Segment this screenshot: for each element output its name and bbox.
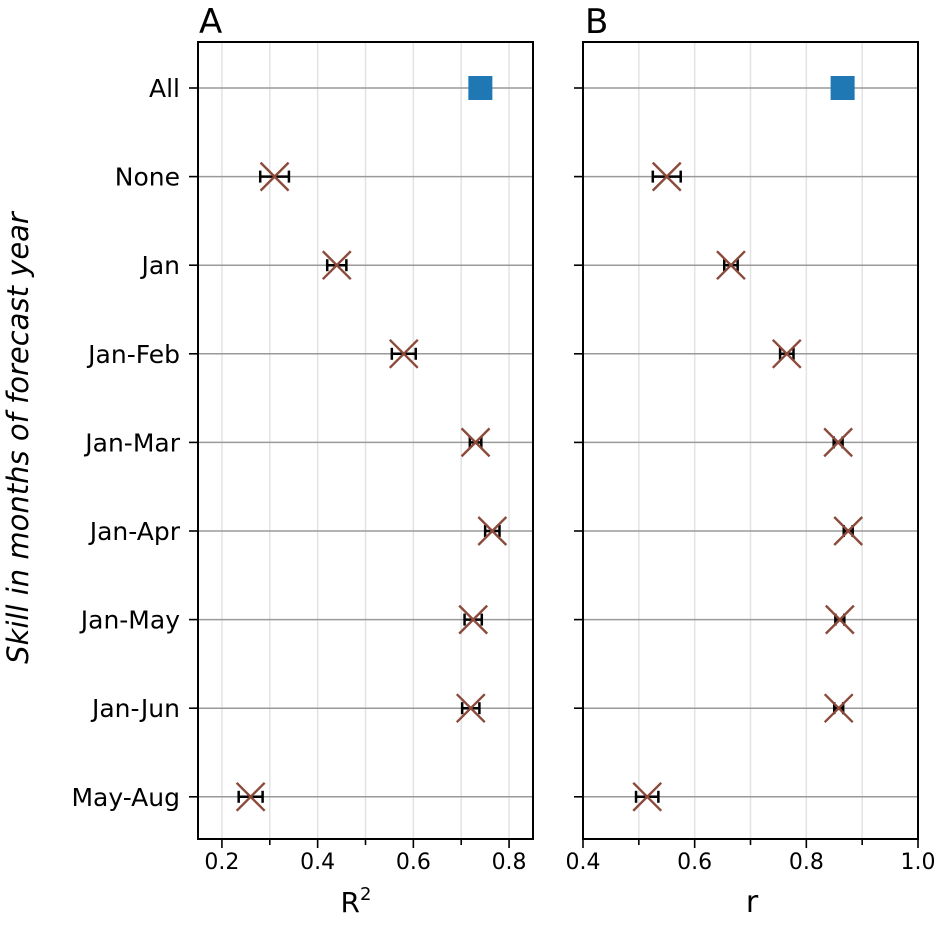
x-tick-label: 0.8	[789, 850, 824, 875]
y-tick-label-none: None	[115, 163, 180, 192]
x-tick-label: 0.4	[300, 850, 335, 875]
marker-jan-may	[458, 604, 489, 635]
y-tick-label-jan: Jan	[139, 251, 180, 280]
marker-jan-jun	[823, 693, 854, 724]
marker-jan-apr	[833, 516, 864, 546]
y-tick-label-may-aug: May-Aug	[71, 783, 180, 812]
marker-jan-feb	[388, 338, 419, 369]
panel-b-x-axis-label-base: r	[746, 885, 759, 920]
x-marker-stroke-2	[235, 781, 266, 812]
panel-a-frame	[197, 41, 534, 840]
x-marker-stroke-2	[833, 516, 864, 546]
marker-jan-mar	[460, 427, 491, 458]
marker-none	[651, 161, 682, 192]
y-tick-label-jan-feb: Jan-Feb	[86, 340, 180, 369]
panel-a-x-axis-label-base: R	[341, 886, 360, 919]
x-marker-stroke-2	[823, 427, 854, 458]
x-marker-stroke-2	[477, 516, 508, 546]
y-axis-label: Skill in months of forecast year	[1, 210, 35, 664]
x-marker-stroke-2	[824, 604, 855, 635]
x-marker-stroke-2	[388, 338, 419, 369]
y-tick-label-jan-jun: Jan-Jun	[90, 694, 180, 723]
panel-a-y-ticks: All None Jan Jan-Feb Jan-Mar Jan-Apr Jan-May Ja…	[71, 74, 198, 812]
marker-jan-may	[824, 604, 855, 635]
y-tick-label-jan-mar: Jan-Mar	[83, 428, 180, 457]
x-marker-stroke-2	[321, 250, 352, 281]
x-marker-stroke-2	[716, 250, 746, 281]
x-tick-label: 0.8	[492, 850, 527, 875]
y-tick-label-all: All	[149, 74, 180, 103]
marker-none	[258, 161, 291, 192]
panel-b: B 0.4 0.6 0.8 1.0 r	[566, 2, 936, 920]
x-tick-label: 1.0	[901, 850, 936, 875]
x-marker-stroke-2	[259, 161, 290, 192]
panel-b-gridlines	[583, 42, 918, 839]
x-tick-label: 0.6	[396, 850, 431, 875]
panel-b-label: B	[585, 2, 608, 42]
x-marker-stroke-2	[632, 781, 663, 812]
marker-jan-apr	[477, 516, 508, 546]
all-square-marker	[830, 76, 855, 100]
x-marker-stroke-2	[460, 427, 491, 458]
marker-jan	[321, 250, 352, 281]
marker-may-aug	[235, 781, 266, 812]
panel-a: A 0.2 0.4 0.6 0.8 All None Jan Jan-Feb Jan-Mar J…	[71, 2, 534, 919]
y-tick-label-jan-may: Jan-May	[79, 606, 180, 635]
panel-b-x-axis-label: r	[746, 885, 759, 920]
x-marker-stroke-2	[771, 338, 802, 369]
panel-b-x-ticks: 0.4 0.6 0.8 1.0	[566, 839, 936, 875]
x-tick-label: 0.4	[566, 850, 601, 875]
panel-a-x-axis-label-sup: 2	[360, 884, 371, 905]
x-tick-label: 0.2	[204, 850, 239, 875]
x-marker-stroke-2	[651, 161, 682, 192]
x-tick-label: 0.6	[677, 850, 712, 875]
marker-jan-mar	[823, 427, 854, 458]
x-marker-stroke-2	[458, 604, 489, 635]
panel-a-x-axis-label: R2	[341, 884, 372, 919]
marker-jan-jun	[455, 693, 486, 724]
x-marker-stroke-2	[455, 693, 486, 724]
y-tick-label-jan-apr: Jan-Apr	[88, 517, 181, 546]
marker-jan	[716, 250, 746, 281]
x-marker-stroke-2	[823, 693, 854, 724]
panel-b-y-ticks	[574, 87, 583, 798]
panel-a-x-ticks: 0.2 0.4 0.6 0.8	[204, 839, 527, 875]
panel-a-label: A	[199, 2, 222, 42]
all-square-marker	[468, 76, 493, 100]
panel-a-markers	[235, 76, 508, 812]
marker-may-aug	[632, 781, 663, 812]
marker-jan-feb	[771, 338, 802, 369]
panel-b-frame	[582, 41, 919, 840]
panel-b-markers	[632, 76, 864, 812]
